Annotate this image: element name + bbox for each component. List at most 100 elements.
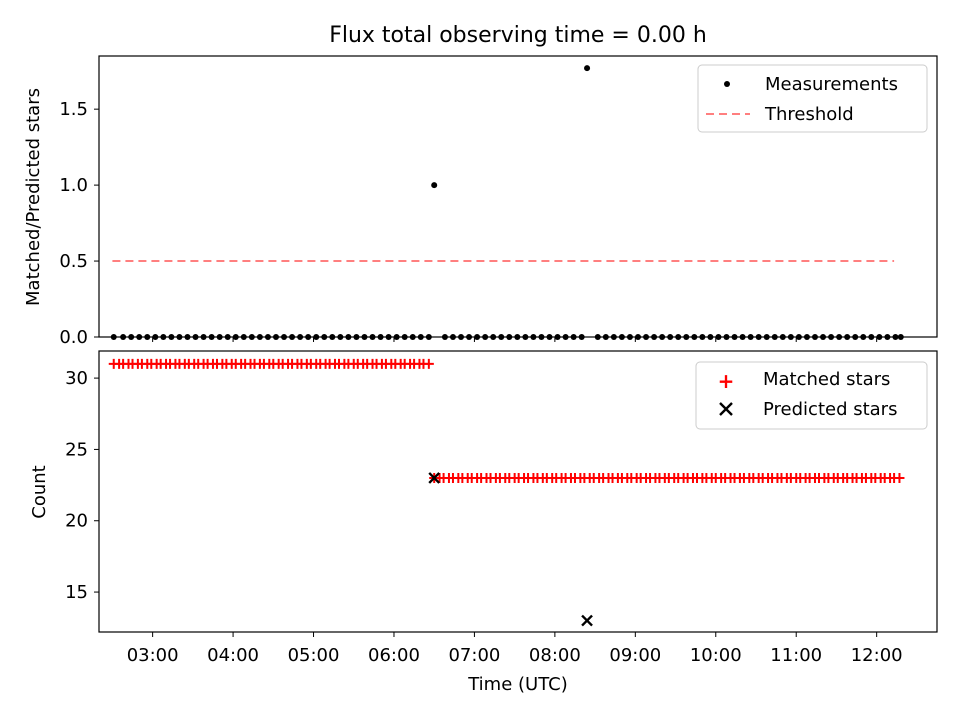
bottom-marks	[108, 358, 905, 627]
measurement-point	[281, 334, 288, 340]
bottom-legend: + Matched stars Predicted stars	[695, 361, 928, 430]
measurement-point	[377, 334, 384, 340]
measurement-point	[458, 334, 465, 340]
measurement-point	[667, 334, 674, 340]
matched-star-point	[894, 472, 905, 483]
top-y-tick-label: 0.5	[59, 251, 88, 272]
bottom-y-ticks: 15 20 25 30	[65, 368, 99, 603]
measurement-point	[530, 334, 537, 340]
measurement-point	[795, 334, 802, 340]
measurement-point	[546, 334, 553, 340]
measurement-point	[594, 334, 601, 340]
matched-legend-label: Matched stars	[763, 369, 890, 390]
measurement-point	[385, 334, 392, 340]
measurement-point	[240, 334, 247, 340]
measurement-point	[723, 334, 730, 340]
measurement-point	[787, 334, 794, 340]
measurement-point	[731, 334, 738, 340]
measurement-point	[618, 334, 625, 340]
bottom-y-axis-label: Count	[29, 465, 50, 518]
x-tick-label: 09:00	[609, 645, 661, 666]
measurement-point	[554, 334, 561, 340]
bottom-plot-frame	[98, 350, 938, 633]
measurement-point	[602, 334, 609, 340]
measurement-point	[715, 334, 722, 340]
top-y-ticks: 0.0 0.5 1.0 1.5	[59, 99, 99, 348]
measurement-point	[771, 334, 778, 340]
measurement-point	[184, 334, 191, 340]
measurement-point	[409, 334, 416, 340]
matched-legend-marker: +	[718, 369, 735, 393]
top-legend-box	[697, 64, 928, 133]
bottom-y-tick-label: 20	[65, 511, 88, 532]
chart-title: Flux total observing time = 0.00 h	[329, 23, 707, 48]
x-axis-label: Time (UTC)	[467, 674, 568, 695]
measurement-point	[393, 334, 400, 340]
x-tick-label: 12:00	[851, 645, 903, 666]
measurement-point	[192, 334, 199, 340]
measurement-point	[659, 334, 666, 340]
matched-star-point	[423, 358, 434, 369]
predicted-star-point	[581, 614, 593, 627]
measurement-point	[651, 334, 658, 340]
top-legend: Measurements Threshold	[697, 64, 928, 133]
measurement-point	[216, 334, 223, 340]
top-y-tick-label: 1.0	[59, 175, 88, 196]
measurement-point	[361, 334, 368, 340]
top-y-tick-label: 1.5	[59, 99, 88, 120]
measurement-point	[289, 334, 296, 340]
x-tick-label: 05:00	[288, 645, 340, 666]
measurement-point	[136, 334, 143, 340]
x-tick-label: 06:00	[368, 645, 420, 666]
measurement-point	[248, 334, 255, 340]
measurement-point	[321, 334, 328, 340]
measurement-point	[401, 334, 408, 340]
measurement-point	[313, 334, 320, 340]
measurement-point	[643, 334, 650, 340]
measurement-point	[811, 334, 818, 340]
measurement-point	[852, 334, 859, 340]
x-tick-label: 03:00	[127, 645, 179, 666]
measurement-point	[345, 334, 352, 340]
measurement-point	[120, 334, 127, 340]
x-tick-label: 08:00	[529, 645, 581, 666]
measurement-point	[417, 334, 424, 340]
measurement-point	[208, 334, 215, 340]
measurements-legend-label: Measurements	[765, 74, 898, 95]
measurement-point	[683, 334, 690, 340]
measurement-point	[691, 334, 698, 340]
measurement-point	[884, 334, 891, 340]
measurement-point	[176, 334, 183, 340]
measurement-point	[152, 334, 159, 340]
measurement-point	[466, 334, 473, 340]
measurement-point	[200, 334, 207, 340]
top-marks	[110, 65, 904, 340]
measurement-point	[144, 334, 151, 340]
top-panel: 0.0 0.5 1.0 1.5 Matched/Predicted stars Mea…	[23, 55, 938, 348]
x-axis-ticks: 03:00 04:00 05:00 06:00 07:00 08:00 09:00 10:00…	[127, 337, 903, 666]
measurement-point	[256, 334, 263, 340]
measurement-point	[441, 334, 448, 340]
measurement-point	[570, 334, 577, 340]
measurement-point	[836, 334, 843, 340]
measurement-point	[584, 65, 591, 72]
measurement-point	[514, 334, 521, 340]
x-tick-label: 11:00	[770, 645, 822, 666]
measurement-point	[337, 334, 344, 340]
measurement-point	[578, 334, 585, 340]
predicted-legend-label: Predicted stars	[763, 399, 897, 420]
measurement-point	[803, 334, 810, 340]
predicted-star-point	[428, 472, 441, 484]
measurement-point	[425, 334, 432, 340]
measurement-point	[353, 334, 360, 340]
measurement-point	[522, 334, 529, 340]
measurement-point	[763, 334, 770, 340]
measurements-legend-marker	[724, 81, 730, 87]
measurement-point	[110, 334, 117, 340]
measurement-point	[369, 334, 376, 340]
measurement-point	[490, 334, 497, 340]
measurement-point	[498, 334, 505, 340]
measurement-point	[506, 334, 513, 340]
